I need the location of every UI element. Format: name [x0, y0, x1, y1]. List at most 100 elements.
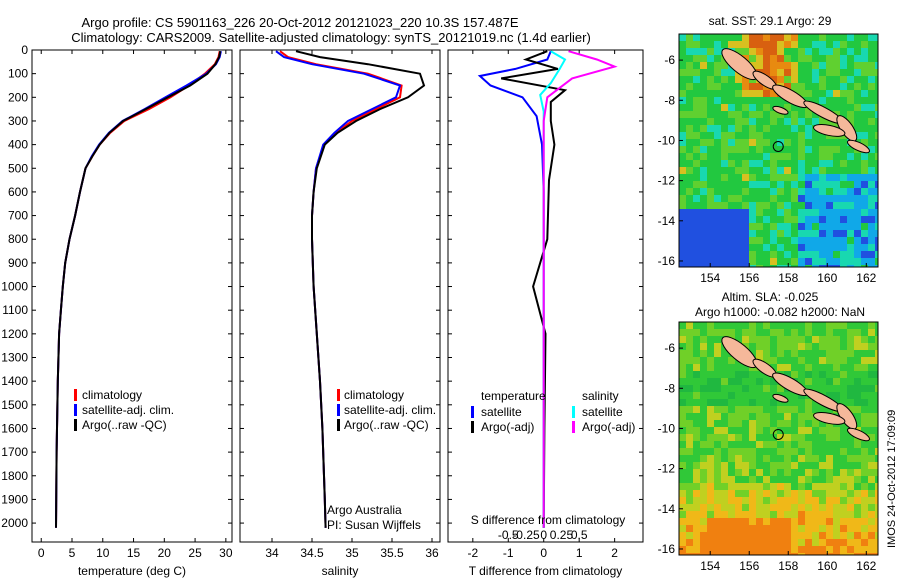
map-cell	[770, 427, 777, 434]
map-cell	[812, 223, 819, 230]
map-cell	[833, 553, 840, 555]
map-cell	[756, 223, 763, 230]
map-cell	[868, 532, 875, 539]
map-cell	[854, 76, 861, 83]
map-cell	[854, 546, 861, 553]
map-cell	[847, 258, 854, 265]
map-cell	[693, 518, 700, 525]
map-cell	[854, 83, 861, 90]
map-cell	[770, 146, 777, 153]
map-cell	[770, 90, 777, 97]
x-tick-label: 0	[540, 546, 547, 560]
map-cell	[805, 399, 812, 406]
map-cell	[826, 497, 833, 504]
map-cell	[721, 195, 728, 202]
map-cell	[777, 160, 784, 167]
map-cell	[805, 462, 812, 469]
map-cell	[826, 209, 833, 216]
map-cell	[805, 153, 812, 160]
map-cell	[721, 146, 728, 153]
map-cell	[714, 434, 721, 441]
map-cell	[805, 209, 812, 216]
map-cell	[777, 48, 784, 55]
map-cell	[700, 48, 707, 55]
x-tick-label: 35.5	[380, 546, 404, 560]
map-cell	[679, 455, 686, 462]
y-tick-label: -8	[664, 93, 675, 107]
map-cell	[812, 132, 819, 139]
map-cell	[847, 385, 854, 392]
x-axis-label: salinity	[322, 564, 359, 578]
map-cell	[714, 237, 721, 244]
map-cell	[756, 230, 763, 237]
map-cell	[763, 62, 770, 69]
map-cell	[700, 265, 707, 267]
map-cell	[721, 399, 728, 406]
map-cell	[805, 476, 812, 483]
map-cell	[805, 322, 812, 329]
map-cell	[721, 434, 728, 441]
map-cell	[784, 41, 791, 48]
map-cell	[784, 265, 791, 267]
map-cell	[770, 76, 777, 83]
map-cell	[798, 434, 805, 441]
map-cell	[791, 539, 798, 546]
map-cell	[854, 181, 861, 188]
map-cell	[847, 392, 854, 399]
map-cell	[847, 97, 854, 104]
map-cell	[707, 90, 714, 97]
map-cell	[749, 90, 756, 97]
map-cell	[854, 265, 861, 267]
map-cell	[798, 329, 805, 336]
map-cell	[854, 476, 861, 483]
map-cell	[847, 216, 854, 223]
map-cell	[812, 188, 819, 195]
map-cell	[721, 350, 728, 357]
map-cell	[693, 413, 700, 420]
map-cell	[840, 518, 847, 525]
legend-heading: temperature	[481, 389, 546, 403]
map-cell	[847, 357, 854, 364]
map-cell	[756, 518, 763, 525]
map-cell	[798, 111, 805, 118]
map-cell	[861, 511, 868, 518]
map-cell	[756, 167, 763, 174]
map-cell	[686, 518, 693, 525]
map-cell	[826, 539, 833, 546]
map-cell	[735, 104, 742, 111]
map-cell	[826, 511, 833, 518]
map-cell	[721, 406, 728, 413]
map-cell	[875, 48, 878, 55]
map-cell	[784, 111, 791, 118]
map-cell	[728, 476, 735, 483]
map-cell	[840, 69, 847, 76]
map-cell	[721, 251, 728, 258]
map-cell	[875, 104, 878, 111]
map-cell	[735, 97, 742, 104]
map-cell	[686, 546, 693, 553]
map-cell	[693, 434, 700, 441]
map-cell	[749, 188, 756, 195]
map-cell	[875, 41, 878, 48]
map-cell	[875, 378, 878, 385]
map-cell	[700, 518, 707, 525]
map-cell	[686, 336, 693, 343]
map-cell	[861, 62, 868, 69]
map-cell	[686, 441, 693, 448]
map-cell	[679, 90, 686, 97]
map-cell	[707, 244, 714, 251]
map-cell	[721, 230, 728, 237]
map-cell	[693, 378, 700, 385]
map-cell	[735, 153, 742, 160]
map-cell	[840, 532, 847, 539]
map-cell	[805, 441, 812, 448]
legend-label: satellite-adj. clim.	[82, 403, 174, 417]
map-cell	[840, 448, 847, 455]
map-cell	[875, 455, 878, 462]
map-cell	[812, 364, 819, 371]
map-cell	[868, 104, 875, 111]
map-cell	[805, 174, 812, 181]
map-cell	[805, 525, 812, 532]
map-cell	[784, 483, 791, 490]
map-cell	[721, 518, 728, 525]
